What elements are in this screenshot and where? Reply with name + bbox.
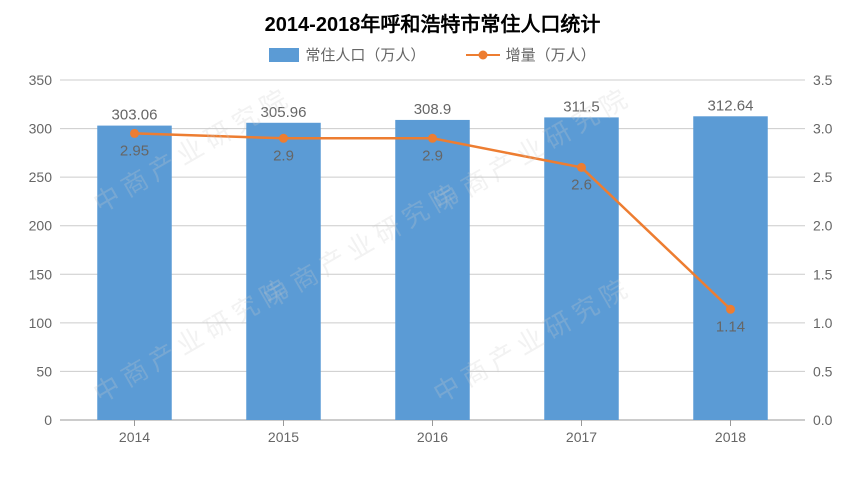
svg-text:1.14: 1.14	[716, 318, 745, 335]
svg-text:305.96: 305.96	[261, 104, 307, 121]
svg-text:2.6: 2.6	[571, 176, 592, 193]
svg-text:50: 50	[36, 363, 52, 379]
legend-line-label: 增量（万人）	[506, 44, 596, 65]
bar	[693, 116, 768, 420]
plot-svg: 0501001502002503003500.00.51.01.52.02.53…	[60, 80, 805, 450]
svg-text:0.5: 0.5	[813, 363, 833, 379]
svg-text:150: 150	[29, 266, 53, 282]
svg-text:303.06: 303.06	[112, 107, 158, 124]
svg-text:350: 350	[29, 72, 53, 88]
svg-text:308.9: 308.9	[414, 101, 452, 118]
svg-text:300: 300	[29, 121, 53, 137]
svg-text:1.5: 1.5	[813, 266, 833, 282]
svg-text:312.64: 312.64	[708, 97, 754, 114]
legend-swatch-bar	[269, 48, 299, 62]
line-marker	[130, 129, 139, 138]
svg-text:311.5: 311.5	[563, 98, 599, 115]
legend-bar-label: 常住人口（万人）	[305, 44, 425, 65]
legend-item-bar: 常住人口（万人）	[269, 44, 425, 65]
legend-swatch-line	[466, 48, 500, 62]
svg-text:2.95: 2.95	[120, 142, 149, 159]
svg-text:3.0: 3.0	[813, 121, 833, 137]
svg-text:2017: 2017	[566, 429, 597, 445]
chart-container: 2014-2018年呼和浩特市常住人口统计 常住人口（万人） 增量（万人） 05…	[0, 0, 865, 504]
svg-text:2.9: 2.9	[273, 147, 294, 164]
legend-item-line: 增量（万人）	[466, 44, 596, 65]
bar	[395, 120, 470, 420]
svg-text:2.0: 2.0	[813, 218, 833, 234]
svg-text:100: 100	[29, 315, 53, 331]
bar	[97, 126, 172, 420]
line-marker	[428, 134, 437, 143]
svg-text:0.0: 0.0	[813, 412, 833, 428]
chart-title: 2014-2018年呼和浩特市常住人口统计	[0, 8, 865, 37]
svg-text:200: 200	[29, 218, 53, 234]
svg-text:250: 250	[29, 169, 53, 185]
svg-text:2.5: 2.5	[813, 169, 833, 185]
svg-text:2014: 2014	[119, 429, 150, 445]
bar	[246, 123, 321, 420]
svg-text:2016: 2016	[417, 429, 448, 445]
chart-legend: 常住人口（万人） 增量（万人）	[0, 44, 865, 66]
svg-text:2015: 2015	[268, 429, 299, 445]
line-marker	[577, 163, 586, 172]
line-marker	[726, 305, 735, 314]
svg-text:3.5: 3.5	[813, 72, 833, 88]
plot-area: 0501001502002503003500.00.51.01.52.02.53…	[60, 80, 805, 450]
svg-text:1.0: 1.0	[813, 315, 833, 331]
svg-text:2.9: 2.9	[422, 147, 443, 164]
line-marker	[279, 134, 288, 143]
svg-text:0: 0	[44, 412, 52, 428]
svg-text:2018: 2018	[715, 429, 746, 445]
